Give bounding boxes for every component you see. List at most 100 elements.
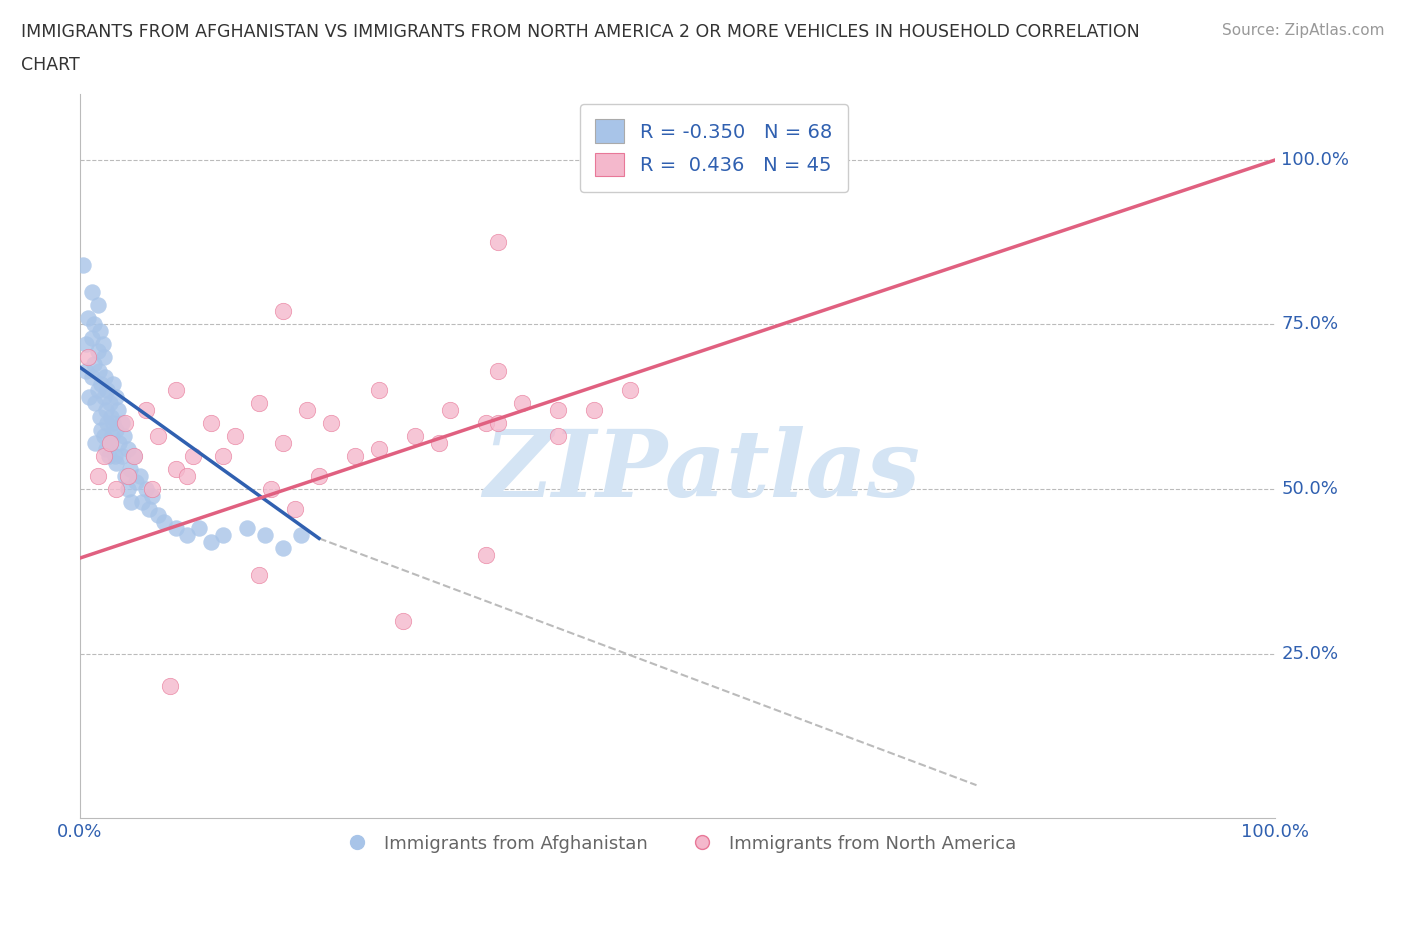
Point [80,330,103,345]
Point [290,527,312,542]
Point [98,435,121,450]
Point [125,475,148,490]
Point [486,234,509,249]
Point [75,337,97,352]
Point [94,369,117,384]
Point [72,258,94,272]
Point [84,396,107,411]
Point [135,403,157,418]
Point [91,337,114,352]
Point [107,403,129,418]
Point [108,435,131,450]
Point [200,534,222,549]
Point [96,383,118,398]
Text: 50.0%: 50.0% [1281,480,1339,498]
Point [165,462,187,477]
Point [271,435,294,450]
Point [75,363,97,378]
Text: 100.0%: 100.0% [1281,151,1350,169]
Point [146,508,169,523]
Point [271,304,294,319]
Point [404,429,426,444]
Point [146,429,169,444]
Point [117,442,139,457]
Point [439,403,461,418]
Point [122,448,145,463]
Point [77,350,100,365]
Point [547,403,569,418]
Point [90,377,112,392]
Point [176,469,198,484]
Point [89,409,111,424]
Text: 75.0%: 75.0% [1281,315,1339,334]
Point [183,448,205,463]
Point [284,501,307,516]
Point [101,429,124,444]
Point [159,679,181,694]
Point [212,448,235,463]
Text: IMMIGRANTS FROM AFGHANISTAN VS IMMIGRANTS FROM NORTH AMERICA 2 OR MORE VEHICLES : IMMIGRANTS FROM AFGHANISTAN VS IMMIGRANT… [21,23,1140,41]
Point [141,488,163,503]
Point [547,429,569,444]
Point [104,455,127,470]
Point [98,396,121,411]
Point [582,403,605,418]
Point [260,482,283,497]
Point [93,390,115,405]
Point [104,390,127,405]
Point [247,396,270,411]
Point [111,416,134,431]
Point [96,403,118,418]
Point [486,416,509,431]
Point [131,495,153,510]
Point [103,448,125,463]
Point [117,469,139,484]
Point [112,429,135,444]
Point [152,514,174,529]
Point [319,416,342,431]
Point [254,527,277,542]
Point [176,527,198,542]
Point [93,448,115,463]
Point [343,448,366,463]
Point [89,324,111,339]
Point [271,540,294,555]
Point [367,442,389,457]
Point [117,482,139,497]
Point [111,448,134,463]
Point [87,363,110,378]
Point [391,613,413,628]
Point [83,356,105,371]
Point [93,350,115,365]
Point [427,435,450,450]
Point [97,448,120,463]
Point [236,521,259,536]
Point [138,501,160,516]
Point [120,495,142,510]
Point [619,383,641,398]
Point [87,343,110,358]
Point [165,521,187,536]
Point [103,377,125,392]
Point [475,416,498,431]
Text: CHART: CHART [21,56,80,73]
Point [77,311,100,325]
Point [100,409,122,424]
Point [79,390,101,405]
Point [120,462,142,477]
Point [96,416,118,431]
Point [224,429,246,444]
Point [87,298,110,312]
Point [114,416,136,431]
Text: ZIPatlas: ZIPatlas [484,426,920,515]
Point [188,521,211,536]
Point [114,469,136,484]
Point [98,435,121,450]
Point [165,383,187,398]
Point [83,317,105,332]
Point [200,416,222,431]
Point [247,567,270,582]
Point [128,469,150,484]
Point [96,442,118,457]
Point [87,469,110,484]
